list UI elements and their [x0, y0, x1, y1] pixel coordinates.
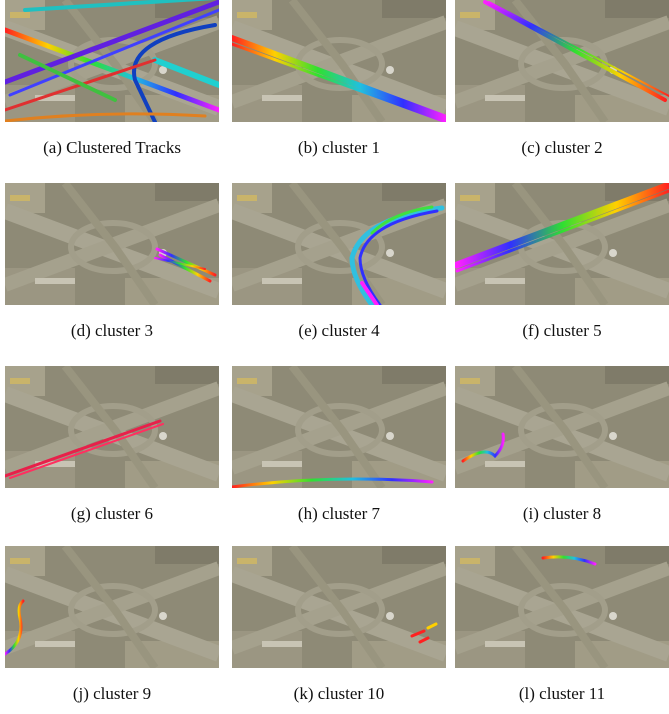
- caption: (f) cluster 5: [455, 321, 669, 341]
- panel: (g) cluster 6: [5, 366, 219, 524]
- panel: (j) cluster 9: [5, 546, 219, 704]
- panel-image: [232, 546, 446, 668]
- panel: (h) cluster 7: [232, 366, 446, 524]
- panel-image: [5, 366, 219, 488]
- panel-image: [455, 546, 669, 668]
- caption: (a) Clustered Tracks: [5, 138, 219, 158]
- caption: (g) cluster 6: [5, 504, 219, 524]
- panel-image: [5, 546, 219, 668]
- panel: (i) cluster 8: [455, 366, 669, 524]
- panel-image: [455, 183, 669, 305]
- panel: (d) cluster 3: [5, 183, 219, 341]
- figure: (a) Clustered Tracks (b) cluster 1 (c) c…: [0, 0, 669, 714]
- caption: (b) cluster 1: [232, 138, 446, 158]
- caption: (j) cluster 9: [5, 684, 219, 704]
- caption: (h) cluster 7: [232, 504, 446, 524]
- panel: (e) cluster 4: [232, 183, 446, 341]
- panel: (f) cluster 5: [455, 183, 669, 341]
- caption: (l) cluster 11: [455, 684, 669, 704]
- panel-image: [455, 366, 669, 488]
- panel-image: [232, 366, 446, 488]
- caption: (i) cluster 8: [455, 504, 669, 524]
- caption: (c) cluster 2: [455, 138, 669, 158]
- panel: (b) cluster 1: [232, 0, 446, 158]
- panel-image: [5, 0, 219, 122]
- caption: (e) cluster 4: [232, 321, 446, 341]
- caption: (d) cluster 3: [5, 321, 219, 341]
- panel: (k) cluster 10: [232, 546, 446, 704]
- panel-image: [232, 0, 446, 122]
- caption: (k) cluster 10: [232, 684, 446, 704]
- panel: (a) Clustered Tracks: [5, 0, 219, 158]
- panel: (c) cluster 2: [455, 0, 669, 158]
- panel-image: [232, 183, 446, 305]
- panel: (l) cluster 11: [455, 546, 669, 704]
- panel-image: [455, 0, 669, 122]
- panel-image: [5, 183, 219, 305]
